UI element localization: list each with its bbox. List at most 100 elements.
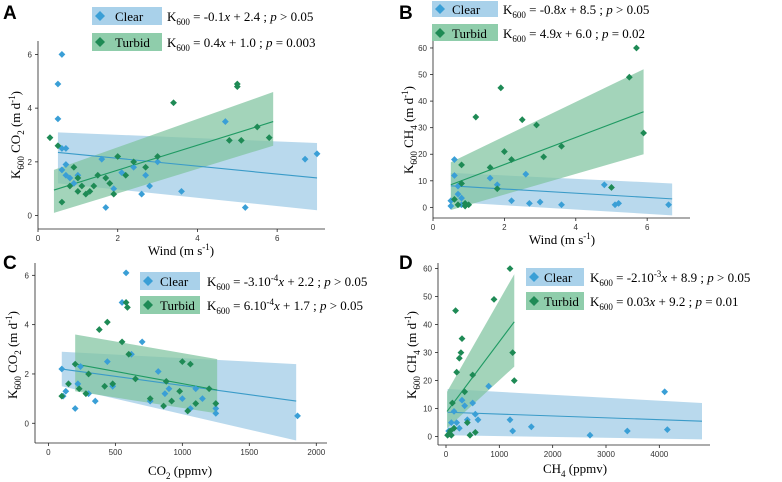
panel-d-turbid-point: [458, 335, 466, 342]
panel-c-turbid-point: [176, 387, 184, 395]
panel-d-turbid-fit-line: [446, 321, 515, 412]
legend-clear-marker: [143, 276, 153, 286]
panel-b-turbid-point: [508, 156, 515, 163]
legend-turbid-marker: [529, 296, 539, 306]
panel-a-clear-point: [178, 188, 185, 195]
panel-d-y-tick-label: 60: [423, 265, 432, 274]
legend-clear-equation: K600 = -3.10-4x + 2.2 ; p > 0.05: [207, 273, 367, 292]
panel-a-label: A: [3, 3, 17, 24]
panel-c-turbid-point: [146, 395, 154, 403]
legend-turbid-swatch: [526, 292, 584, 310]
legend-clear-label: Clear: [452, 2, 481, 17]
panel-a-turbid-point: [70, 163, 78, 171]
panel-b-clear-point: [493, 181, 501, 189]
panel-b-turbid-point: [608, 184, 615, 191]
panel-c-x-tick-label: 2000: [307, 448, 325, 457]
panel-c-clear-point: [138, 338, 146, 346]
panel-a-turbid-point: [74, 174, 82, 182]
legend-turbid-label: Turbid: [544, 294, 579, 309]
panel-c-clear-point: [212, 410, 220, 417]
panel-c-clear-fit-line: [61, 368, 297, 402]
panel-d-clear-point: [623, 427, 631, 435]
panel-c-clear-point: [91, 397, 99, 405]
panel-c-clear-point: [161, 390, 169, 398]
panel-c-turbid-point: [205, 385, 213, 393]
legend-clear-label: Clear: [544, 270, 573, 285]
panel-d-x-tick-label: 4000: [650, 450, 668, 459]
legend-clear-equation: K600 = -2.10-3x + 8.9 ; p > 0.05: [590, 269, 750, 288]
panel-c-turbid-confidence-band: [75, 334, 218, 414]
panel-b-turbid-point: [458, 180, 465, 187]
panel-a-turbid-point: [66, 182, 74, 190]
panel-b-turbid-point: [493, 185, 501, 193]
panel-a-clear-point: [58, 51, 66, 58]
panel-a-turbid-point: [78, 182, 86, 190]
legend-clear-label: Clear: [160, 274, 189, 289]
panel-c-clear-point: [154, 368, 162, 375]
panel-d-clear-point: [586, 431, 594, 439]
legend-clear-label: Clear: [115, 9, 144, 24]
panel-a-x-tick-label: 2: [115, 234, 120, 243]
panel-b-x-label: Wind (m s-1): [529, 231, 595, 247]
panel-b-turbid-point: [558, 142, 565, 150]
panel-d-y-tick-label: 40: [423, 321, 432, 330]
panel-a-turbid-point: [265, 134, 273, 142]
panel-c-turbid-point: [124, 303, 131, 311]
panel-b-turbid-point: [533, 121, 540, 129]
panel-a-clear-point: [241, 204, 249, 211]
panel-a-turbid-point: [86, 188, 94, 195]
panel-c-clear-point: [192, 385, 200, 393]
panel-b-turbid-point: [486, 164, 494, 171]
panel-a-clear-point: [66, 174, 74, 182]
panel-c-y-label: K600 CO2 (m d-1): [4, 311, 23, 399]
panel-c-turbid-point: [85, 370, 92, 378]
panel-c-turbid-point: [125, 350, 133, 358]
legend-turbid-equation: K600 = 4.9x + 6.0 ; p = 0.02: [503, 26, 645, 44]
panel-d-turbid-point: [463, 419, 471, 426]
panel-d-turbid-point: [490, 296, 498, 303]
panel-a-x-tick-label: 4: [195, 234, 200, 243]
panel-c-y-tick-label: 4: [25, 321, 30, 330]
panel-d-legend: Clear K600 = -2.10-3x + 8.9 ; p > 0.05 T…: [526, 268, 750, 312]
panel-b-turbid-point: [465, 201, 473, 209]
panel-b-clear-point: [615, 199, 623, 207]
panel-a-turbid-point: [253, 123, 261, 131]
panel-b-x-tick-label: 2: [502, 223, 507, 232]
panel-d-clear-point: [447, 419, 455, 426]
panel-a-clear-point: [54, 80, 62, 88]
panel-a-turbid-point: [154, 153, 161, 160]
panel-b-label: B: [399, 3, 413, 24]
panel-c-turbid-point: [212, 400, 220, 407]
panel-c-clear-point: [62, 387, 70, 395]
panel-c-turbid-point: [184, 407, 192, 415]
panel-d-turbid-point: [447, 431, 455, 439]
panel-a-x-tick-label: 6: [275, 234, 280, 243]
panel-b-turbid-point: [625, 73, 633, 81]
panel-c-turbid-point: [122, 299, 130, 306]
panel-b-clear-point: [458, 194, 465, 202]
panel-b-y-tick-label: 20: [418, 150, 427, 159]
panel-a-turbid-point: [237, 136, 245, 144]
legend-turbid-swatch: [432, 24, 498, 41]
panel-a-clear-point: [154, 158, 161, 166]
panel-a-y-tick-label: 4: [28, 104, 33, 113]
panel-c-turbid-point: [168, 397, 176, 405]
panel-c-legend: Clear K600 = -3.10-4x + 2.2 ; p > 0.05 T…: [140, 272, 367, 316]
panel-c-turbid-point: [103, 318, 111, 326]
panel-c-x-tick-label: 0: [46, 448, 51, 457]
legend-turbid-equation: K600 = 0.4x + 1.0 ; p = 0.003: [167, 35, 316, 53]
panel-c-x-tick-label: 1500: [240, 448, 258, 457]
panel-c-turbid-point: [160, 402, 167, 410]
panel-a-y-tick-label: 2: [28, 158, 33, 167]
panel-b-turbid-point: [640, 129, 647, 137]
panel-a-legend: Clear K600 = -0.1x + 2.4 ; p > 0.05 Turb…: [92, 7, 316, 53]
panel-d-clear-point: [474, 416, 482, 424]
legend-turbid-equation: K600 = 0.03x + 9.2 ; p = 0.01: [590, 294, 739, 312]
panel-c-clear-point: [71, 405, 79, 412]
panel-c-x-tick-label: 500: [109, 448, 123, 457]
panel-b-clear-point: [508, 197, 515, 205]
panel-d-turbid-point: [457, 349, 465, 356]
panel-d-turbid-point: [450, 424, 458, 432]
legend-clear-equation: K600 = -0.1x + 2.4 ; p > 0.05: [167, 9, 313, 27]
